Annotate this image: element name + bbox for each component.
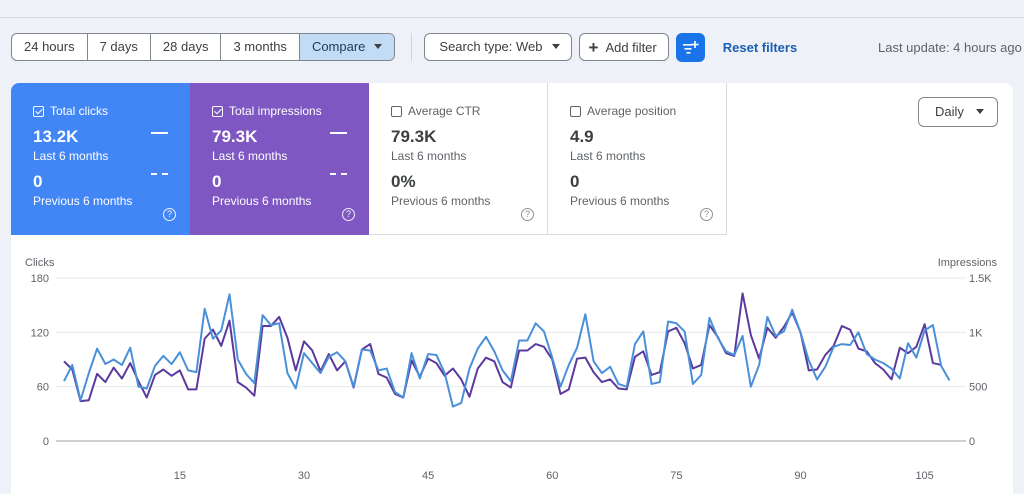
solid-line-legend-icon <box>330 132 347 134</box>
checkbox-unchecked-icon[interactable] <box>391 105 402 117</box>
card-period: Last 6 months <box>212 149 288 163</box>
card-prev-value: 0% <box>391 172 416 191</box>
reset-filters-link[interactable]: Reset filters <box>722 39 798 55</box>
card-label: Average position <box>587 104 677 118</box>
card-period: Last 6 months <box>570 149 646 163</box>
range-3-months[interactable]: 3 months <box>221 34 300 60</box>
help-icon[interactable]: ? <box>700 208 713 221</box>
card-value: 13.2K <box>33 127 79 146</box>
add-filter-label: Add filter <box>605 40 657 55</box>
y-tick-label: 120 <box>31 327 49 339</box>
card-total-clicks[interactable]: Total clicks 13.2K Last 6 months 0 Previ… <box>11 83 190 235</box>
filter-add-icon <box>682 40 699 54</box>
range-24-hours[interactable]: 24 hours <box>12 34 88 60</box>
last-update-text: Last update: 4 hours ago <box>878 40 1022 55</box>
card-average-position[interactable]: Average position 4.9 Last 6 months 0 Pre… <box>548 83 727 235</box>
range-7-days[interactable]: 7 days <box>88 34 151 60</box>
dashed-line-legend-icon <box>330 173 347 175</box>
checkbox-checked-icon[interactable] <box>212 105 223 117</box>
help-icon[interactable]: ? <box>521 208 534 221</box>
card-value: 79.3K <box>212 127 258 146</box>
x-tick-label: 90 <box>794 470 806 482</box>
range-compare-label: Compare <box>311 39 366 54</box>
x-tick-label: 105 <box>915 470 933 482</box>
help-icon[interactable]: ? <box>342 208 355 221</box>
card-period: Last 6 months <box>33 149 109 163</box>
y2-axis-label: Impressions <box>938 257 998 269</box>
y2-tick-label: 0 <box>969 436 975 448</box>
search-type-dropdown[interactable]: Search type: Web <box>424 33 572 61</box>
card-total-impressions[interactable]: Total impressions 79.3K Last 6 months 0 … <box>190 83 369 235</box>
checkbox-unchecked-icon[interactable] <box>570 105 581 117</box>
chevron-down-icon <box>975 109 984 115</box>
filter-settings-button[interactable] <box>675 32 705 62</box>
y-tick-label: 180 <box>31 273 49 285</box>
card-prev-period: Previous 6 months <box>570 194 670 208</box>
x-tick-label: 30 <box>298 470 310 482</box>
granularity-label: Daily <box>935 104 964 119</box>
add-filter-button[interactable]: + Add filter <box>578 33 669 61</box>
y-tick-label: 60 <box>37 382 49 394</box>
card-label: Total impressions <box>229 104 322 118</box>
impressions-series-line <box>63 292 942 403</box>
chevron-down-icon <box>551 44 560 50</box>
plus-icon: + <box>588 38 599 57</box>
dashed-line-legend-icon <box>151 173 168 175</box>
card-average-ctr[interactable]: Average CTR 79.3K Last 6 months 0% Previ… <box>369 83 548 235</box>
card-prev-value: 0 <box>33 172 43 191</box>
help-icon[interactable]: ? <box>163 208 176 221</box>
card-prev-period: Previous 6 months <box>33 194 133 208</box>
card-prev-period: Previous 6 months <box>391 194 491 208</box>
solid-line-legend-icon <box>151 132 168 134</box>
card-prev-value: 0 <box>570 172 580 191</box>
card-prev-value: 0 <box>212 172 222 191</box>
date-range-selector: 24 hours 7 days 28 days 3 months Compare <box>11 33 396 61</box>
x-tick-label: 45 <box>422 470 434 482</box>
toolbar-divider <box>411 33 413 61</box>
clicks-series-line <box>63 293 951 408</box>
x-tick-label: 15 <box>174 470 186 482</box>
card-period: Last 6 months <box>391 149 467 163</box>
granularity-dropdown[interactable]: Daily <box>918 97 998 127</box>
chevron-down-icon <box>374 44 383 50</box>
y2-tick-label: 1.5K <box>969 273 992 285</box>
x-tick-label: 75 <box>670 470 682 482</box>
x-tick-label: 60 <box>546 470 558 482</box>
card-label: Average CTR <box>408 104 481 118</box>
toolbar: 24 hours 7 days 28 days 3 months Compare… <box>11 32 798 62</box>
top-divider <box>0 17 1024 18</box>
performance-panel: Total clicks 13.2K Last 6 months 0 Previ… <box>11 83 1013 494</box>
y2-tick-label: 1K <box>969 327 983 339</box>
range-28-days[interactable]: 28 days <box>151 34 222 60</box>
y-axis-label: Clicks <box>25 257 55 269</box>
search-type-label: Search type: Web <box>439 39 543 54</box>
checkbox-checked-icon[interactable] <box>33 105 44 117</box>
y-tick-label: 0 <box>43 436 49 448</box>
card-prev-period: Previous 6 months <box>212 194 312 208</box>
card-value: 79.3K <box>391 127 437 146</box>
card-label: Total clicks <box>50 104 109 118</box>
range-compare[interactable]: Compare <box>299 34 395 60</box>
performance-chart[interactable]: Clicks Impressions 0 0 60 500 120 1K 180 1.5K 15… <box>11 235 1013 494</box>
y2-tick-label: 500 <box>969 382 987 394</box>
card-value: 4.9 <box>570 127 594 146</box>
